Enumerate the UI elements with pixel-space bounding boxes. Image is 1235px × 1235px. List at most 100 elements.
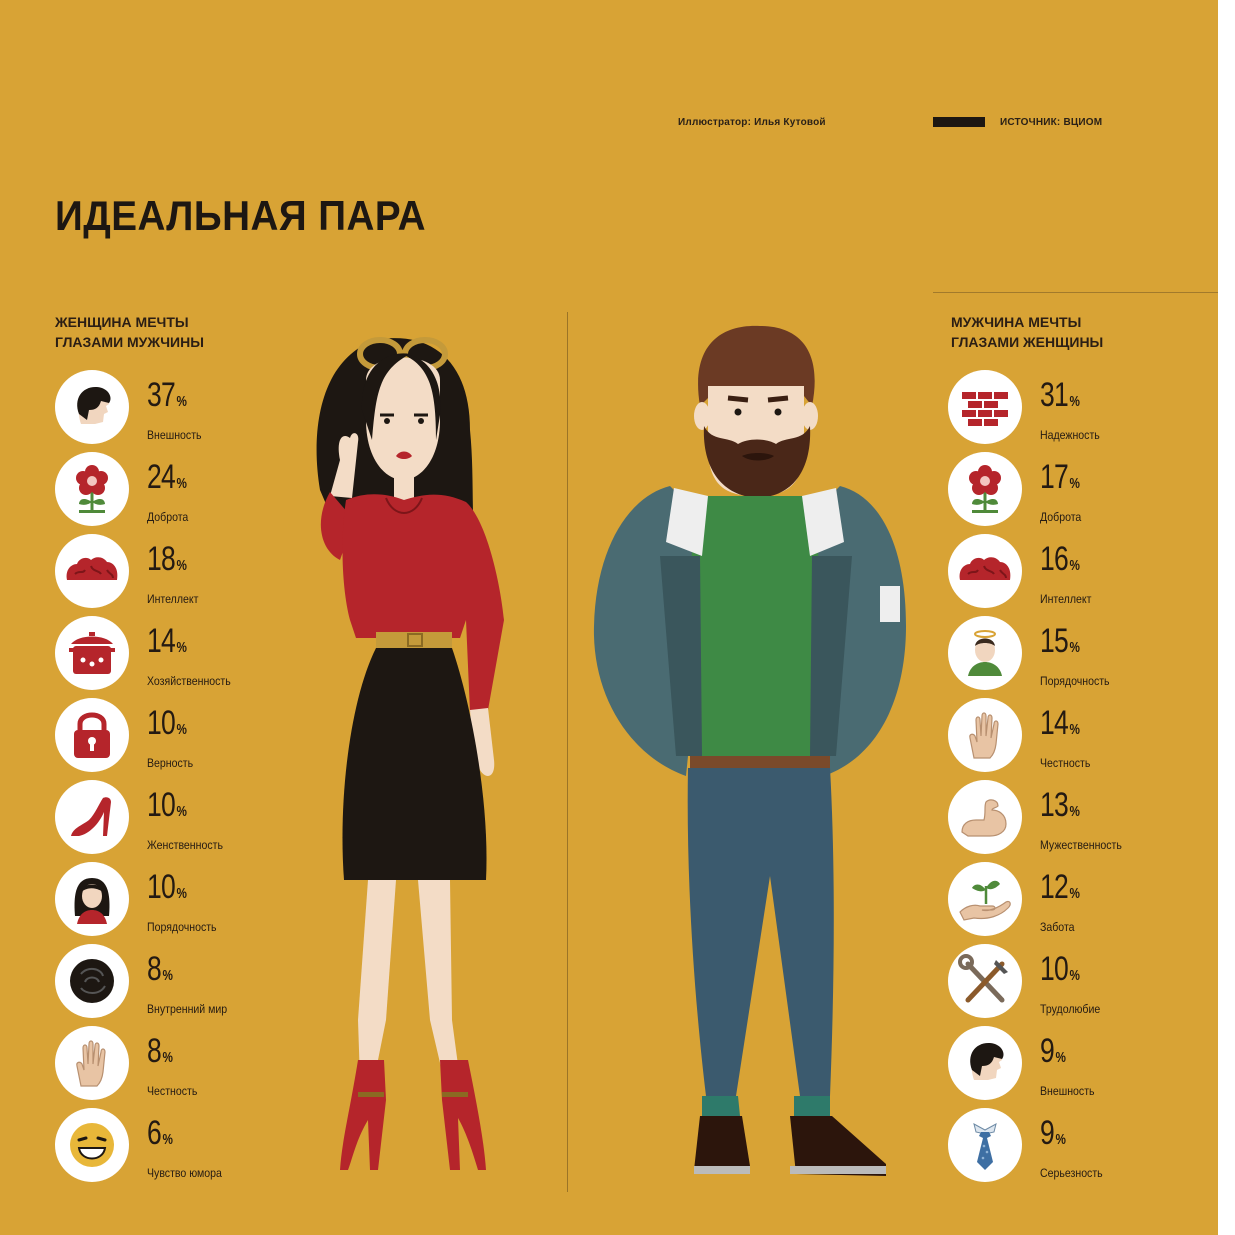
item-unit: % xyxy=(162,967,173,984)
page-edge xyxy=(1218,0,1235,1235)
item-value: 14 xyxy=(147,622,176,660)
item-label: Серьезность xyxy=(1040,1166,1103,1180)
list-item: 6% Чувство юмора xyxy=(55,1108,335,1188)
item-unit: % xyxy=(176,393,187,410)
item-value: 17 xyxy=(1040,458,1069,496)
cooking-pot-icon xyxy=(55,616,129,690)
item-value: 18 xyxy=(147,540,176,578)
item-value: 10 xyxy=(1040,950,1069,988)
item-unit: % xyxy=(162,1131,173,1148)
brain-icon xyxy=(948,534,1022,608)
item-label: Порядочность xyxy=(1040,674,1110,688)
man-illustration xyxy=(593,325,906,1176)
item-label: Трудолюбие xyxy=(1040,1002,1101,1016)
padlock-icon xyxy=(55,698,129,772)
tools-icon xyxy=(948,944,1022,1018)
item-value: 9 xyxy=(1040,1032,1055,1070)
item-value: 24 xyxy=(147,458,176,496)
list-item: 15% Порядочность xyxy=(948,616,1218,696)
brick-wall-icon xyxy=(948,370,1022,444)
list-item: 9% Серьезность xyxy=(948,1108,1218,1188)
list-item: 12% Забота xyxy=(948,862,1218,942)
open-hand-icon xyxy=(948,698,1022,772)
item-label: Интеллект xyxy=(1040,592,1092,606)
center-divider xyxy=(567,312,568,1192)
list-item: 8% Честность xyxy=(55,1026,335,1106)
hand-sprout-icon xyxy=(948,862,1022,936)
left-heading-line2: ГЛАЗАМИ МУЖЧИНЫ xyxy=(55,334,204,350)
item-label: Женственность xyxy=(147,838,223,852)
item-unit: % xyxy=(1069,967,1080,984)
item-label: Чувство юмора xyxy=(147,1166,222,1180)
item-unit: % xyxy=(162,1049,173,1066)
list-item: 24% Доброта xyxy=(55,452,335,532)
item-label: Доброта xyxy=(147,510,189,524)
item-value: 13 xyxy=(1040,786,1069,824)
item-unit: % xyxy=(1055,1131,1066,1148)
item-label: Хозяйственность xyxy=(147,674,231,688)
list-item: 31% Надежность xyxy=(948,370,1218,450)
item-value: 14 xyxy=(1040,704,1069,742)
woman-portrait-icon xyxy=(55,862,129,936)
item-label: Честность xyxy=(147,1084,198,1098)
item-unit: % xyxy=(1069,475,1080,492)
item-label: Внутренний мир xyxy=(147,1002,228,1016)
page-title: ИДЕАЛЬНАЯ ПАРА xyxy=(55,192,427,239)
item-label: Надежность xyxy=(1040,428,1100,442)
left-heading-line1: ЖЕНЩИНА МЕЧТЫ xyxy=(55,314,189,330)
item-unit: % xyxy=(176,803,187,820)
list-item: 10% Женственность xyxy=(55,780,335,860)
item-value: 10 xyxy=(147,786,176,824)
black-hole-icon xyxy=(55,944,129,1018)
flexed-arm-icon xyxy=(948,780,1022,854)
item-unit: % xyxy=(176,557,187,574)
illustrator-credit: Иллюстратор: Илья Кутовой xyxy=(678,117,826,128)
man-halo-icon xyxy=(948,616,1022,690)
item-label: Интеллект xyxy=(147,592,199,606)
necktie-icon xyxy=(948,1108,1022,1182)
item-value: 12 xyxy=(1040,868,1069,906)
item-value: 16 xyxy=(1040,540,1069,578)
list-item: 10% Порядочность xyxy=(55,862,335,942)
item-label: Мужественность xyxy=(1040,838,1122,852)
list-item: 14% Честность xyxy=(948,698,1218,778)
item-value: 6 xyxy=(147,1114,162,1152)
item-unit: % xyxy=(1069,639,1080,656)
item-unit: % xyxy=(176,639,187,656)
list-item: 9% Внешность xyxy=(948,1026,1218,1106)
list-item: 10% Трудолюбие xyxy=(948,944,1218,1024)
flower-icon xyxy=(948,452,1022,526)
item-value: 10 xyxy=(147,704,176,742)
high-heel-icon xyxy=(55,780,129,854)
item-label: Внешность xyxy=(147,428,202,442)
item-unit: % xyxy=(1055,1049,1066,1066)
item-label: Доброта xyxy=(1040,510,1082,524)
item-value: 10 xyxy=(147,868,176,906)
list-item: 18% Интеллект xyxy=(55,534,335,614)
item-unit: % xyxy=(176,885,187,902)
right-heading-line1: МУЖЧИНА МЕЧТЫ xyxy=(951,314,1082,330)
right-header-rule xyxy=(933,292,1218,293)
open-hand-icon xyxy=(55,1026,129,1100)
source-marker xyxy=(933,117,985,127)
item-unit: % xyxy=(176,475,187,492)
item-value: 8 xyxy=(147,950,162,988)
list-item: 8% Внутренний мир xyxy=(55,944,335,1024)
item-label: Забота xyxy=(1040,920,1075,934)
woman-illustration xyxy=(316,337,504,1170)
list-item: 13% Мужественность xyxy=(948,780,1218,860)
item-unit: % xyxy=(1069,885,1080,902)
item-value: 37 xyxy=(147,376,176,414)
list-item: 14% Хозяйственность xyxy=(55,616,335,696)
item-label: Честность xyxy=(1040,756,1091,770)
item-unit: % xyxy=(1069,557,1080,574)
face-profile-icon xyxy=(948,1026,1022,1100)
item-unit: % xyxy=(1069,721,1080,738)
item-unit: % xyxy=(176,721,187,738)
brain-icon xyxy=(55,534,129,608)
list-item: 37% Внешность xyxy=(55,370,335,450)
list-item: 10% Верность xyxy=(55,698,335,778)
item-value: 31 xyxy=(1040,376,1069,414)
item-value: 8 xyxy=(147,1032,162,1070)
